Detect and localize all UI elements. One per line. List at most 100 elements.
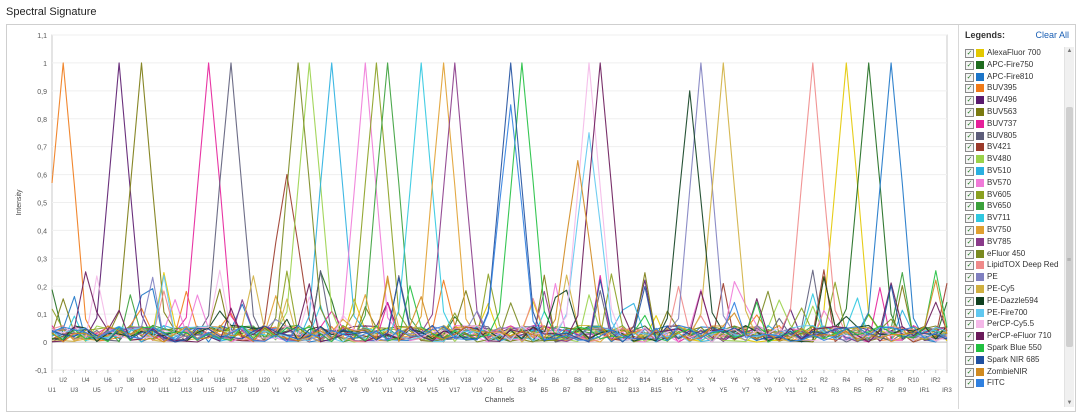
legend-item[interactable]: ✓ Spark NIR 685 (963, 354, 1063, 366)
checkbox-icon[interactable]: ✓ (965, 355, 974, 365)
checkbox-icon[interactable]: ✓ (965, 249, 974, 259)
x-tick-label: Y3 (697, 387, 705, 394)
checkbox-icon[interactable]: ✓ (965, 84, 974, 94)
legend-item[interactable]: ✓ BV605 (963, 189, 1063, 201)
legend-item[interactable]: ✓ PE-Cy5 (963, 283, 1063, 295)
legend-label: BV510 (987, 165, 1012, 175)
legend-item[interactable]: ✓ BV711 (963, 212, 1063, 224)
legend-item[interactable]: ✓ APC-Fire810 (963, 71, 1063, 83)
checkbox-icon[interactable]: ✓ (965, 155, 974, 165)
x-tick-label: B8 (574, 377, 582, 384)
checkbox-icon[interactable]: ✓ (965, 131, 974, 141)
grip-icon: ≡ (1066, 257, 1071, 264)
checkbox-icon[interactable]: ✓ (965, 225, 974, 235)
legend-item[interactable]: ✓ PerCP-eFluor 710 (963, 330, 1063, 342)
legend-swatch (976, 249, 984, 258)
legend-swatch (976, 214, 984, 223)
legend-item[interactable]: ✓ AlexaFluor 700 (963, 47, 1063, 59)
checkbox-icon[interactable]: ✓ (965, 261, 974, 271)
x-tick-label: V8 (350, 377, 358, 384)
x-tick-label: B4 (529, 377, 537, 384)
legend-label: PerCP-Cy5.5 (987, 319, 1035, 329)
clear-all-link[interactable]: Clear All (1035, 30, 1069, 40)
y-tick-label: 0,1 (37, 312, 47, 319)
checkbox-icon[interactable]: ✓ (965, 284, 974, 294)
legend-swatch (976, 308, 984, 317)
checkbox-icon[interactable]: ✓ (965, 296, 974, 306)
x-tick-label: U16 (214, 377, 226, 384)
x-tick-label: U20 (259, 377, 271, 384)
checkbox-icon[interactable]: ✓ (965, 190, 974, 200)
legend-item[interactable]: ✓ BV421 (963, 141, 1063, 153)
checkbox-icon[interactable]: ✓ (965, 308, 974, 318)
series-line (51, 62, 948, 343)
legend-item[interactable]: ✓ FITC (963, 377, 1063, 389)
series-line (51, 62, 948, 343)
legend-label: eFluor 450 (987, 248, 1026, 258)
checkbox-icon[interactable]: ✓ (965, 343, 974, 353)
legend-item[interactable]: ✓ PerCP-Cy5.5 (963, 318, 1063, 330)
series-line (51, 90, 948, 343)
checkbox-icon[interactable]: ✓ (965, 320, 974, 330)
legend-item[interactable]: ✓ BV650 (963, 200, 1063, 212)
checkbox-icon[interactable]: ✓ (965, 332, 974, 342)
legend-item[interactable]: ✓ BV570 (963, 177, 1063, 189)
checkbox-icon[interactable]: ✓ (965, 119, 974, 129)
y-tick-label: 0,2 (37, 284, 47, 291)
legend-item[interactable]: ✓ BUV496 (963, 94, 1063, 106)
legend-label: BUV563 (987, 106, 1017, 116)
legend-item[interactable]: ✓ ZombieNIR (963, 366, 1063, 378)
x-tick-label: V6 (328, 377, 336, 384)
checkbox-icon[interactable]: ✓ (965, 60, 974, 70)
x-tick-label: R3 (831, 387, 839, 394)
legend-scrollbar[interactable]: ▲ ≡ ▼ (1064, 47, 1074, 407)
legend-item[interactable]: ✓ BV480 (963, 153, 1063, 165)
legend-item[interactable]: ✓ BUV737 (963, 118, 1063, 130)
legend-label: BV605 (987, 189, 1012, 199)
x-tick-label: B14 (639, 377, 651, 384)
checkbox-icon[interactable]: ✓ (965, 202, 974, 212)
legend-item[interactable]: ✓ BUV805 (963, 130, 1063, 142)
x-tick-label: U14 (192, 377, 204, 384)
checkbox-icon[interactable]: ✓ (965, 214, 974, 224)
x-tick-label: Y1 (675, 387, 683, 394)
legend-swatch (976, 355, 984, 364)
scroll-thumb[interactable] (1066, 107, 1073, 347)
checkbox-icon[interactable]: ✓ (965, 367, 974, 377)
x-tick-label: Y12 (796, 377, 808, 384)
legend-swatch (976, 131, 984, 140)
legend-item[interactable]: ✓ BUV395 (963, 82, 1063, 94)
legend-item[interactable]: ✓ BV510 (963, 165, 1063, 177)
legend-item[interactable]: ✓ PE-Dazzle594 (963, 295, 1063, 307)
checkbox-icon[interactable]: ✓ (965, 72, 974, 82)
legend-item[interactable]: ✓ BUV563 (963, 106, 1063, 118)
x-tick-label: R1 (809, 387, 817, 394)
legend-item[interactable]: ✓ LipidTOX Deep Red (963, 259, 1063, 271)
legend-item[interactable]: ✓ Spark Blue 550 (963, 342, 1063, 354)
legend-item[interactable]: ✓ BV785 (963, 236, 1063, 248)
checkbox-icon[interactable]: ✓ (965, 273, 974, 283)
legend-item[interactable]: ✓ APC-Fire750 (963, 59, 1063, 71)
legend-item[interactable]: ✓ eFluor 450 (963, 248, 1063, 260)
legend-item[interactable]: ✓ BV750 (963, 224, 1063, 236)
scroll-up-icon[interactable]: ▲ (1066, 48, 1073, 54)
legend-item[interactable]: ✓ PE-Fire700 (963, 307, 1063, 319)
legend-label: BV785 (987, 236, 1012, 246)
checkbox-icon[interactable]: ✓ (965, 237, 974, 247)
y-tick-label: 0,3 (37, 256, 47, 263)
checkbox-icon[interactable]: ✓ (965, 107, 974, 117)
checkbox-icon[interactable]: ✓ (965, 49, 974, 58)
checkbox-icon[interactable]: ✓ (965, 96, 974, 106)
checkbox-icon[interactable]: ✓ (965, 143, 974, 153)
checkbox-icon[interactable]: ✓ (965, 166, 974, 176)
series-line (51, 104, 948, 343)
x-tick-label: B7 (563, 387, 571, 394)
checkbox-icon[interactable]: ✓ (965, 379, 974, 389)
y-tick-label: 0,5 (37, 201, 47, 208)
x-tick-label: V5 (317, 387, 325, 394)
checkbox-icon[interactable]: ✓ (965, 178, 974, 188)
scroll-down-icon[interactable]: ▼ (1066, 400, 1073, 406)
legend-swatch (976, 49, 984, 57)
legend-item[interactable]: ✓ PE (963, 271, 1063, 283)
x-tick-label: V16 (438, 377, 450, 384)
